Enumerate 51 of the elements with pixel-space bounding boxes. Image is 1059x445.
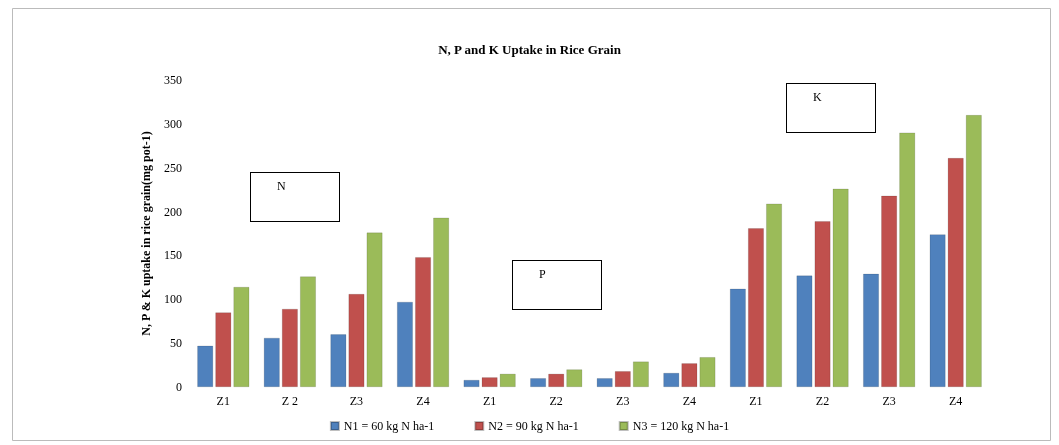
annotation: P <box>539 267 546 282</box>
bar <box>881 195 897 387</box>
bar <box>863 273 879 387</box>
bar <box>766 203 782 387</box>
y-tick-label: 250 <box>164 160 182 175</box>
x-tick-label: Z2 <box>549 394 563 408</box>
legend-label: N2 = 90 kg N ha-1 <box>488 419 579 433</box>
legend-label: N3 = 120 kg N ha-1 <box>632 419 730 433</box>
bar <box>433 217 450 387</box>
legend-label: N1 = 60 kg N ha-1 <box>343 419 435 433</box>
bar <box>397 301 413 387</box>
bar <box>263 337 280 387</box>
y-tick-label: 200 <box>164 204 182 219</box>
bar <box>729 288 746 387</box>
bar <box>282 308 298 387</box>
y-tick-label: 0 <box>176 380 182 394</box>
text-box: P <box>512 260 602 310</box>
y-tick-label: 100 <box>164 292 182 307</box>
y-axis-title: N, P & K uptake in rice grain(mg pot-1) <box>139 131 153 336</box>
bar <box>748 228 764 387</box>
bar <box>548 373 565 387</box>
x-tick-label: Z3 <box>349 394 364 408</box>
annotation: N <box>277 179 286 194</box>
y-tick-label: 150 <box>164 248 182 263</box>
x-tick-label: Z4 <box>416 394 430 408</box>
bar <box>965 115 982 387</box>
bar <box>614 371 631 387</box>
y-tick-label: 300 <box>164 116 182 131</box>
x-tick-label: Z2 <box>815 394 830 408</box>
y-tick-label: 50 <box>170 336 182 351</box>
y-tick-label: 350 <box>164 73 182 87</box>
bar <box>596 378 613 387</box>
x-tick-label: Z3 <box>616 394 630 408</box>
x-tick-label: Z1 <box>216 394 230 408</box>
annotation: K <box>813 90 822 105</box>
bar <box>633 361 649 387</box>
text-box: K <box>786 83 876 133</box>
x-tick-label: Z 2 <box>281 394 299 408</box>
x-tick-label: Z4 <box>949 394 963 408</box>
bar <box>197 345 214 387</box>
chart-title: N, P and K Uptake in Rice Grain <box>438 42 622 57</box>
bar <box>300 276 316 387</box>
text-box: N <box>250 172 340 222</box>
bar <box>566 369 583 387</box>
bar <box>415 257 431 387</box>
bar <box>899 132 916 387</box>
x-tick-label: Z3 <box>882 394 896 408</box>
bar <box>530 378 546 387</box>
x-tick-label: Z1 <box>749 394 763 408</box>
x-tick-label: Z4 <box>682 394 697 408</box>
x-tick-label: Z1 <box>482 394 497 408</box>
